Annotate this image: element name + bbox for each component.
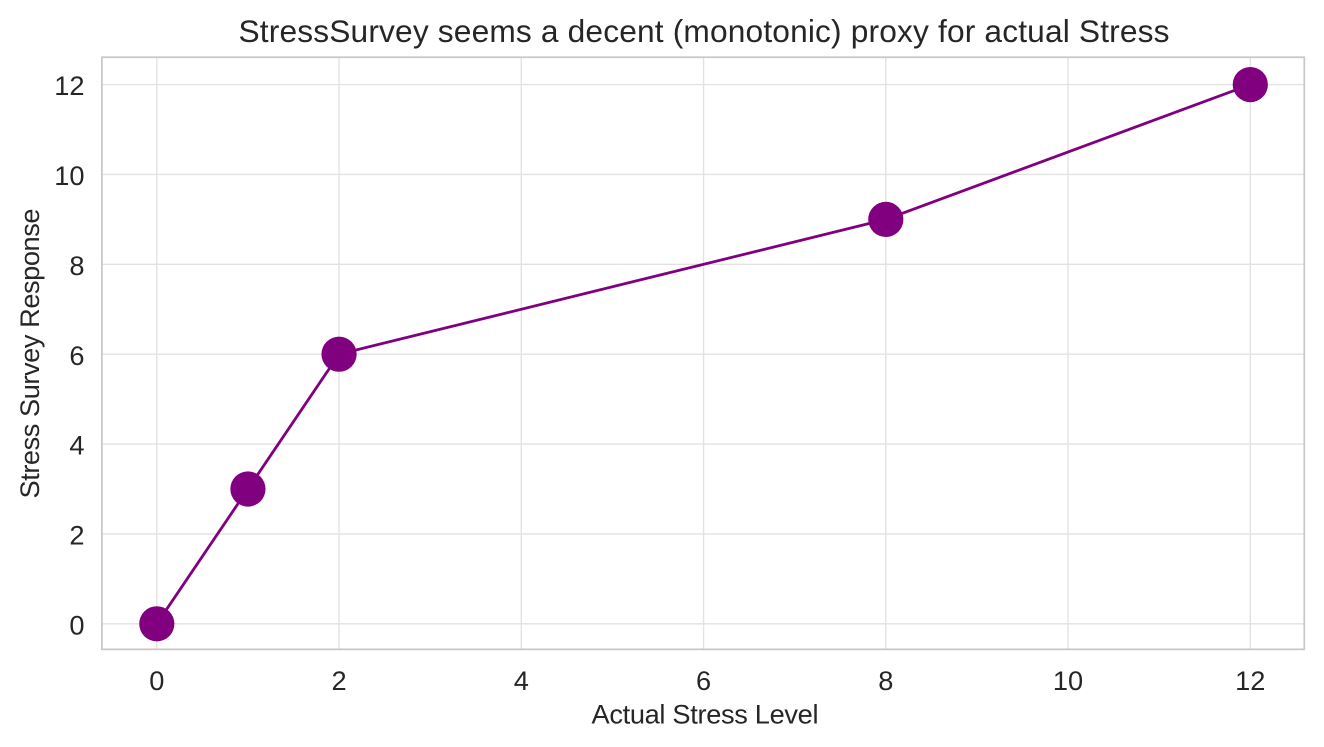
svg-text:10: 10	[54, 160, 84, 191]
svg-text:StressSurvey seems a decent (m: StressSurvey seems a decent (monotonic) …	[239, 13, 1170, 49]
svg-text:2: 2	[331, 665, 346, 696]
svg-text:12: 12	[54, 70, 84, 101]
svg-text:0: 0	[149, 665, 164, 696]
svg-text:6: 6	[696, 665, 711, 696]
svg-text:2: 2	[69, 520, 84, 551]
svg-text:8: 8	[878, 665, 893, 696]
svg-text:Actual Stress Level: Actual Stress Level	[592, 699, 819, 730]
svg-text:12: 12	[1235, 665, 1265, 696]
svg-text:0: 0	[69, 609, 84, 640]
svg-text:4: 4	[69, 430, 84, 461]
svg-text:10: 10	[1053, 665, 1083, 696]
svg-text:4: 4	[514, 665, 529, 696]
svg-text:6: 6	[69, 340, 84, 371]
svg-text:Stress Survey Response: Stress Survey Response	[14, 209, 45, 499]
svg-text:8: 8	[69, 250, 84, 281]
